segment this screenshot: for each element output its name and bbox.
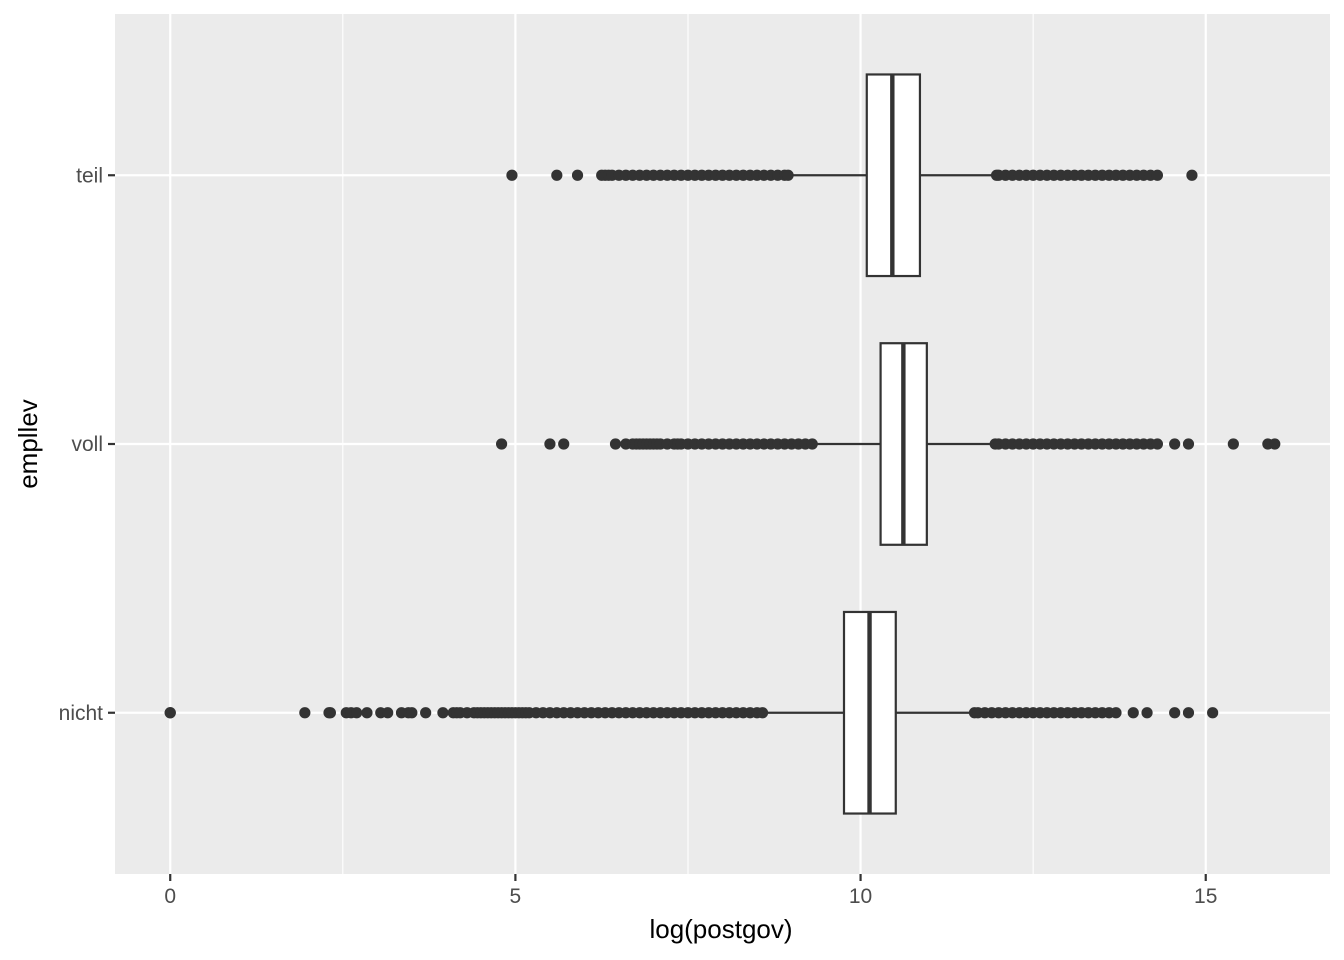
outlier-point — [609, 438, 622, 450]
box-nicht — [164, 610, 1219, 815]
outlier-point — [361, 707, 373, 719]
y-tick-label: voll — [71, 433, 103, 456]
box-teil — [506, 73, 1198, 278]
y-tick-label: nicht — [59, 702, 104, 725]
y-axis: nicht voll teil — [59, 164, 115, 725]
outlier-point — [1151, 438, 1164, 450]
box-voll — [495, 342, 1281, 546]
outlier-point — [1151, 169, 1164, 181]
x-axis-title: log(postgov) — [649, 914, 792, 944]
outlier-point — [1182, 438, 1195, 450]
outlier-point — [1141, 707, 1153, 719]
outlier-point — [558, 438, 570, 450]
outlier-point — [382, 707, 394, 719]
outlier-point — [1127, 707, 1139, 719]
outlier-point — [1182, 707, 1195, 719]
outlier-point — [806, 438, 818, 450]
outlier-point — [571, 169, 584, 181]
outlier-point — [1227, 438, 1239, 450]
y-axis-title: empllev — [13, 399, 43, 489]
outlier-point — [1110, 707, 1122, 719]
outlier-point — [1169, 438, 1181, 450]
outlier-point — [544, 438, 556, 450]
boxes — [164, 73, 1281, 815]
x-tick-label: 5 — [510, 885, 522, 908]
outlier-point — [1207, 707, 1219, 719]
outlier-point — [506, 169, 518, 181]
outlier-point — [437, 707, 449, 719]
outlier-point — [164, 707, 176, 719]
x-axis: 0 5 10 15 — [164, 874, 1217, 908]
outlier-point — [551, 169, 563, 181]
outlier-point — [1169, 707, 1181, 719]
x-tick-label: 10 — [849, 885, 872, 908]
outlier-point — [1186, 169, 1198, 181]
y-tick-label: teil — [76, 164, 103, 187]
x-tick-label: 0 — [164, 885, 176, 908]
outlier-point — [1269, 438, 1281, 450]
outlier-point — [782, 169, 794, 181]
outlier-point — [299, 707, 311, 719]
outlier-point — [420, 707, 432, 719]
outlier-point — [756, 707, 769, 719]
x-tick-label: 15 — [1194, 885, 1217, 908]
outlier-point — [351, 707, 363, 719]
outlier-point — [495, 438, 508, 450]
outlier-point — [406, 707, 418, 719]
outlier-point — [324, 707, 336, 719]
